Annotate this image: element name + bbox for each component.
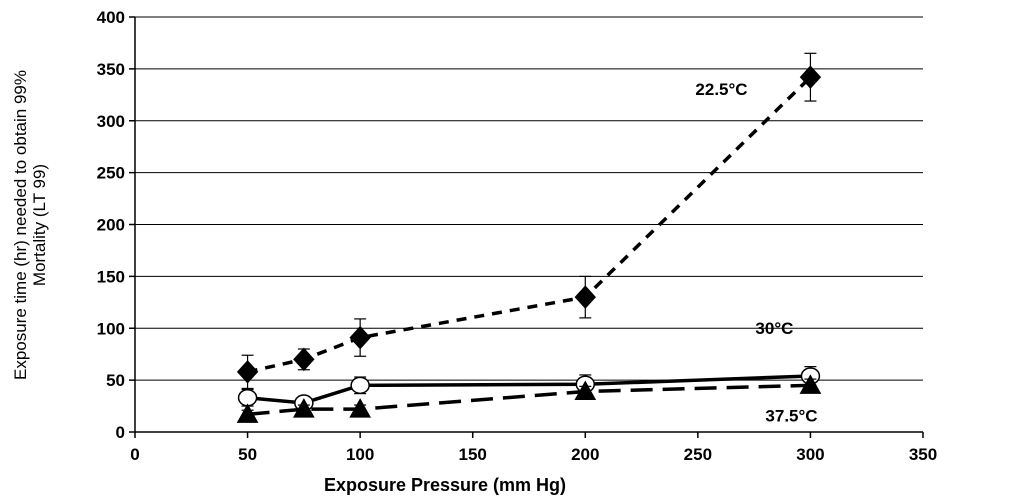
y-tick-label: 100 [97,319,125,338]
y-tick-label: 200 [97,216,125,235]
data-point [350,376,370,395]
grid [135,16,923,381]
x-tick-label: 100 [346,445,374,464]
y-tick-label: 250 [97,164,125,183]
data-point [236,403,259,423]
x-tick-label: 0 [130,445,139,464]
series-0 [236,52,822,390]
y-tick-label: 0 [116,423,125,442]
x-tick-label: 350 [909,445,937,464]
data-point [574,285,596,309]
data-point [799,374,822,394]
y-tick-label: 300 [97,112,125,131]
x-tick-label: 150 [459,445,487,464]
data-point [574,380,597,401]
x-tick-label: 200 [571,445,599,464]
x-tick-label: 300 [796,445,824,464]
axes [129,16,924,438]
series-1 [237,366,821,412]
data-point [799,65,822,89]
x-tick-label: 50 [238,445,257,464]
x-tick-label: 250 [684,445,712,464]
data-point [293,398,315,418]
series-label: 22.5°C [695,80,747,99]
y-tick-labels: 0 50 100 150 200 250 300 350 400 [97,8,125,442]
series-labels: 22.5°C 30°C 37.5°C [695,80,817,425]
series-label: 37.5°C [765,406,817,425]
series-label: 30°C [755,319,793,338]
y-tick-label: 400 [97,8,125,27]
series-line [247,75,812,374]
y-axis-title-line-1: Exposure time (hr) needed to obtain 99% [11,70,30,380]
x-tick-labels: 0 50 100 150 200 250 300 350 [130,445,937,464]
y-tick-label: 350 [97,60,125,79]
x-axis-title: Exposure Pressure (mm Hg) [324,475,566,495]
data-point [293,347,315,372]
y-tick-label: 150 [97,267,125,286]
data-point [349,398,371,418]
series-group [236,52,822,423]
data-point [349,325,371,350]
series-line [247,383,811,417]
data-point [236,360,259,384]
y-tick-label: 50 [106,371,125,390]
series-2 [236,374,822,423]
y-axis-title-line-2: Mortality (LT 99) [30,164,49,286]
